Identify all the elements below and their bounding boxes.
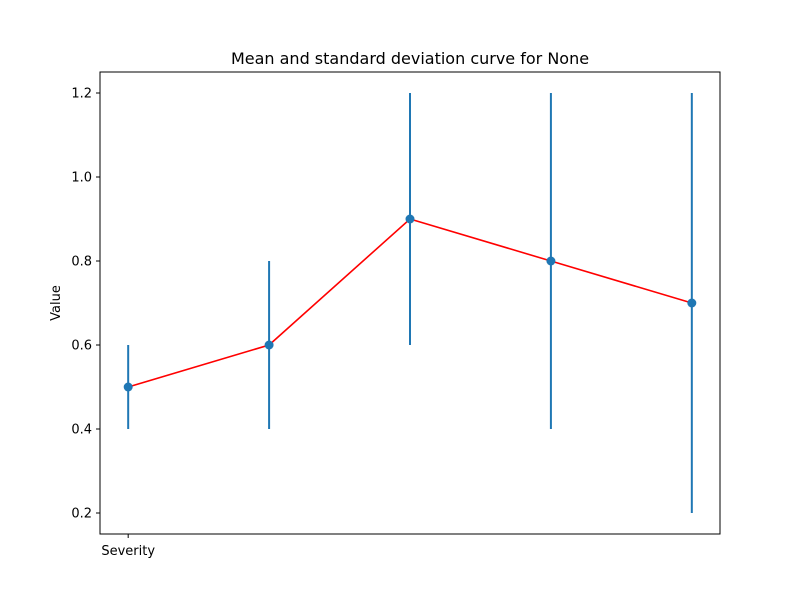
plot-area: 0.2 0.4 0.6 0.8 1.0 1.2 Severity — [71, 87, 697, 559]
mean-point — [123, 382, 133, 392]
y-tick-label: 1.2 — [71, 87, 92, 102]
y-axis-label: Value — [49, 285, 64, 321]
x-tick-label: Severity — [101, 544, 155, 559]
y-tick-label: 0.6 — [71, 339, 92, 354]
y-tick-label: 0.8 — [71, 255, 92, 270]
mean-point — [405, 214, 415, 224]
mean-point — [687, 298, 697, 308]
y-tick-label: 0.4 — [71, 423, 92, 438]
plot-frame — [99, 71, 721, 535]
mean-point — [546, 256, 556, 266]
mean-point — [264, 340, 274, 350]
y-tick-label: 0.2 — [71, 507, 92, 522]
y-tick-label: 1.0 — [71, 171, 92, 186]
chart-title: Mean and standard deviation curve for No… — [231, 49, 589, 68]
